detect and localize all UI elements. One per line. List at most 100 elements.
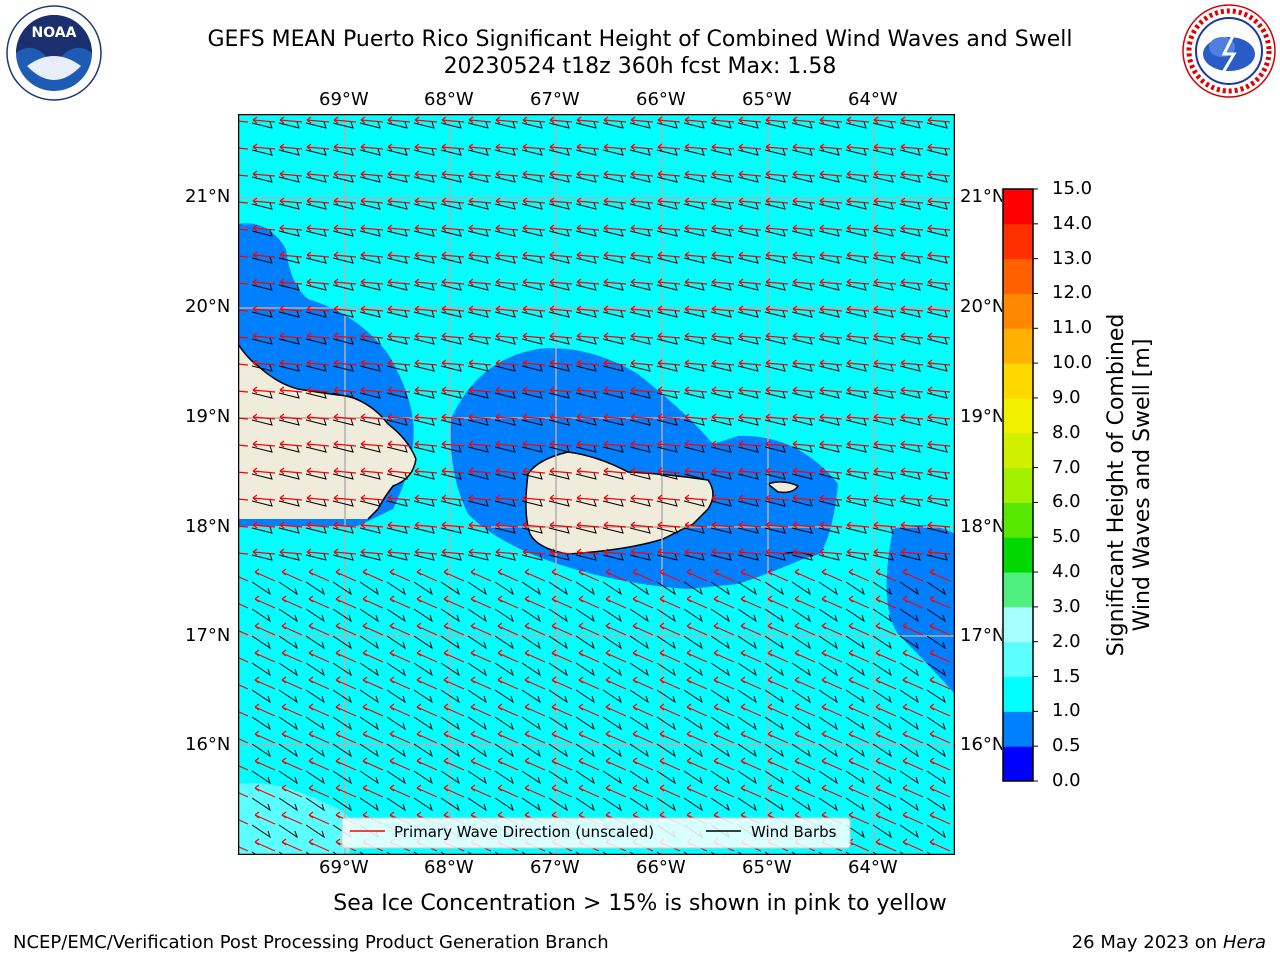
lon-tick-top: 64°W	[848, 89, 898, 110]
wave-arrow	[603, 170, 627, 178]
wave-arrow	[738, 116, 762, 124]
wind-barb	[494, 662, 514, 677]
wind-barb	[737, 283, 759, 291]
wind-barb	[926, 743, 946, 758]
wave-arrow	[252, 116, 276, 124]
wave-arrow	[360, 305, 384, 313]
wind-barb	[332, 608, 352, 623]
wind-barb	[899, 499, 921, 507]
wave-arrow	[281, 568, 303, 582]
wave-arrow	[333, 386, 357, 394]
wave-arrow	[443, 595, 465, 609]
wave-arrow	[765, 413, 789, 421]
wave-arrow	[603, 440, 627, 448]
wave-arrow	[576, 440, 600, 448]
wind-barb	[710, 716, 730, 731]
wind-barb	[305, 635, 325, 650]
wave-arrow	[900, 548, 924, 556]
wave-arrow	[308, 757, 330, 771]
wave-arrow	[765, 548, 789, 556]
wave-arrow	[792, 116, 816, 124]
wind-barb	[305, 581, 325, 596]
wind-barb	[791, 797, 811, 812]
wave-arrow	[549, 440, 573, 448]
wind-barb	[305, 716, 325, 731]
wind-barb	[305, 472, 327, 480]
sea-ice-note: Sea Ice Concentration > 15% is shown in …	[333, 891, 947, 916]
wave-arrow	[279, 251, 303, 259]
wave-arrow	[846, 413, 870, 421]
wave-arrow	[929, 676, 951, 690]
wave-arrow	[848, 784, 870, 798]
wind-barb	[332, 526, 354, 534]
wind-barb	[926, 689, 946, 704]
wind-barb	[494, 445, 516, 453]
wave-arrow	[767, 784, 789, 798]
wind-barb	[548, 445, 570, 453]
wave-arrow	[576, 494, 600, 502]
wave-arrow	[794, 649, 816, 663]
wave-arrow	[414, 494, 438, 502]
wind-barb	[872, 445, 894, 453]
wind-barb	[278, 608, 298, 623]
wind-barb	[413, 770, 433, 785]
wind-barb	[845, 635, 865, 650]
wave-arrow	[713, 622, 735, 636]
wave-arrow	[819, 278, 843, 286]
wave-arrow	[238, 336, 249, 339]
wave-arrow	[416, 730, 438, 744]
wave-arrow	[414, 521, 438, 529]
wave-arrow	[578, 676, 600, 690]
wind-barb	[332, 553, 354, 561]
wave-arrow	[443, 568, 465, 582]
wind-barb	[710, 608, 730, 623]
wind-barb	[575, 256, 597, 264]
wave-arrow	[335, 676, 357, 690]
wind-barb	[845, 256, 867, 264]
wave-arrow	[711, 251, 735, 259]
wave-arrow	[632, 649, 654, 663]
wind-barb	[575, 175, 597, 183]
wave-arrow	[281, 811, 303, 825]
wave-arrow	[902, 811, 924, 825]
wind-barb	[386, 391, 408, 399]
wind-barb	[926, 797, 946, 812]
wind-barb	[440, 635, 460, 650]
light-wave-region	[238, 783, 355, 855]
wind-barb	[251, 635, 271, 650]
wind-barb	[332, 743, 352, 758]
wind-barb	[926, 445, 948, 453]
wave-arrow	[873, 143, 897, 151]
wind-barb	[629, 337, 651, 345]
wind-barb	[791, 175, 813, 183]
wind-barb	[845, 229, 867, 237]
wind-barb	[359, 716, 379, 731]
lat-tick-right: 18°N	[960, 517, 1002, 537]
wind-barb	[710, 229, 732, 237]
wave-arrow	[576, 197, 600, 205]
nws-logo	[1182, 4, 1276, 98]
wind-barb	[710, 662, 730, 677]
wave-arrow	[279, 548, 303, 556]
wave-arrow	[497, 757, 519, 771]
wave-arrow	[846, 170, 870, 178]
wave-arrow	[686, 568, 708, 582]
wave-arrow	[846, 116, 870, 124]
wind-barb	[494, 553, 516, 561]
wind-barb	[305, 499, 327, 507]
wind-barb	[872, 581, 892, 596]
wave-arrow	[495, 359, 519, 367]
colorbar-tick-label: 7.0	[1052, 456, 1081, 478]
wave-arrow	[497, 784, 519, 798]
wind-barb	[440, 337, 462, 345]
wind-barb	[413, 526, 435, 534]
wind-barb	[872, 391, 894, 399]
wave-arrow	[846, 494, 870, 502]
wind-barb	[629, 581, 649, 596]
wave-arrow	[848, 568, 870, 582]
wave-arrow	[873, 116, 897, 124]
wave-arrow	[468, 278, 492, 286]
colorbar-tick-label: 5.0	[1052, 526, 1081, 548]
wave-arrow	[875, 649, 897, 663]
wave-arrow	[794, 703, 816, 717]
